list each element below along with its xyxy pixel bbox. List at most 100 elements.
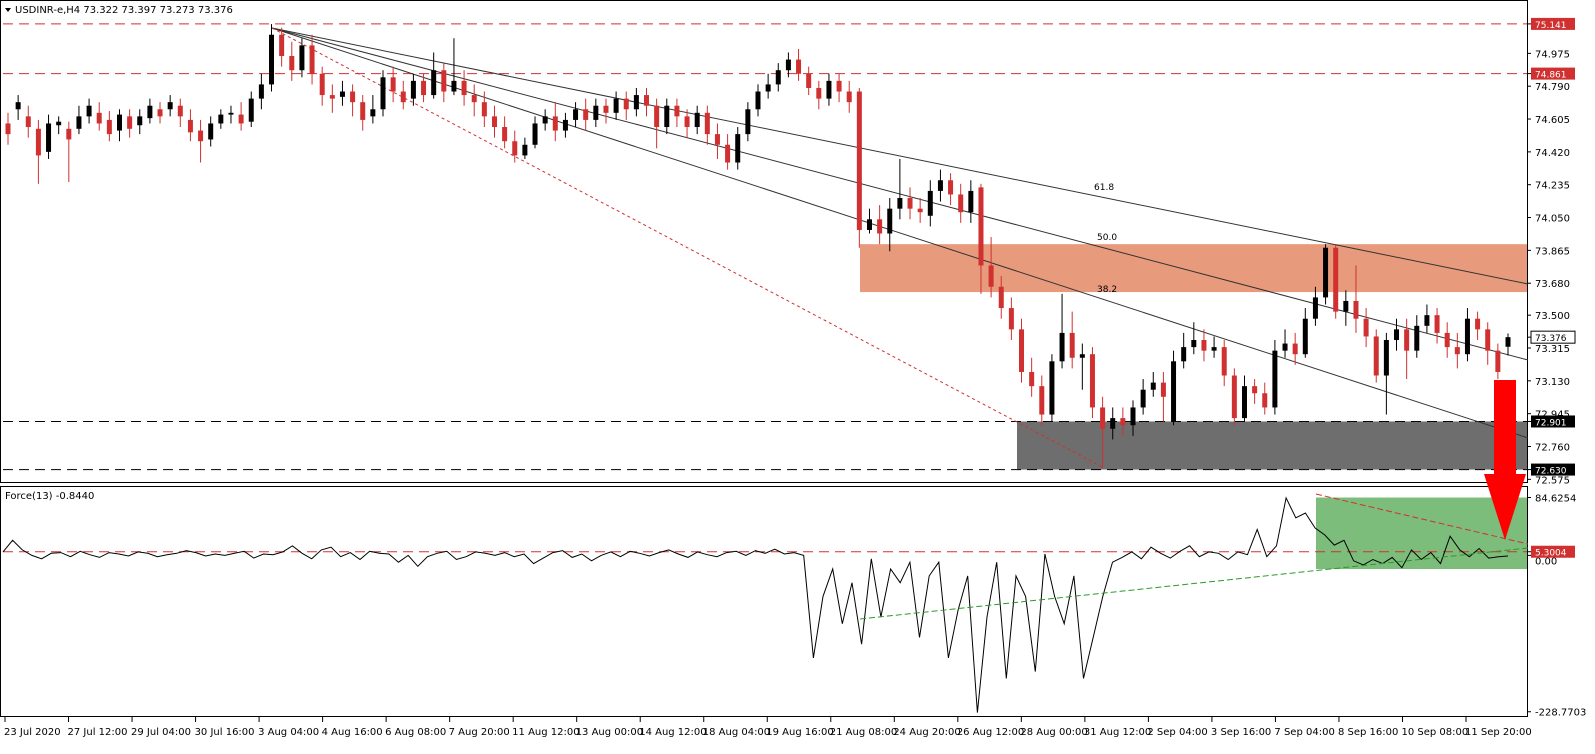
time-tick-label: 13 Aug 00:00: [576, 727, 643, 738]
candle: [1343, 290, 1349, 326]
horizontal-levels: [3, 23, 1527, 553]
candle: [56, 116, 62, 135]
candle: [664, 98, 670, 135]
time-tick-label: 7 Aug 20:00: [449, 727, 510, 738]
force-tick-label: -228.7703: [1535, 708, 1586, 719]
candle: [1008, 297, 1014, 341]
candle: [704, 105, 710, 145]
candle: [1039, 375, 1045, 426]
price-tag-label: 74.861: [1535, 71, 1567, 81]
price-tick-label: 74.790: [1535, 82, 1570, 93]
dropdown-icon[interactable]: [5, 8, 11, 12]
candle: [289, 41, 295, 81]
price-tag: [1531, 17, 1575, 30]
candle: [248, 91, 254, 128]
candle: [583, 98, 589, 131]
candle: [806, 66, 812, 96]
time-tick-label: 14 Aug 12:00: [639, 727, 706, 738]
price-tick-label: 73.680: [1535, 279, 1570, 290]
price-tag: [1531, 463, 1575, 476]
time-tick-label: 3 Aug 04:00: [258, 727, 319, 738]
candle: [937, 169, 943, 202]
fan-line-61-8: [271, 27, 1529, 285]
candle: [491, 105, 497, 138]
candle: [1262, 382, 1268, 415]
time-tick-label: 3 Sep 16:00: [1211, 727, 1271, 738]
candle: [897, 158, 903, 220]
candle: [502, 116, 508, 149]
time-tick-label: 29 Jul 04:00: [131, 727, 191, 738]
candle: [725, 134, 731, 170]
candle: [1150, 371, 1156, 397]
time-tick-label: 4 Aug 16:00: [322, 727, 383, 738]
time-tick-label: 26 Aug 12:00: [957, 727, 1024, 738]
candle: [714, 123, 720, 159]
current-price-tag: [1530, 330, 1576, 344]
candle: [1019, 318, 1025, 383]
candle: [1201, 329, 1207, 362]
candle: [157, 102, 163, 124]
candle: [269, 24, 275, 92]
candle: [461, 70, 467, 106]
candle: [1049, 354, 1055, 422]
candle: [998, 276, 1004, 319]
price-tick-label: 73.315: [1535, 344, 1570, 355]
time-tick-label: 18 Aug 04:00: [703, 727, 770, 738]
candle: [309, 34, 315, 85]
candle: [1464, 308, 1470, 362]
candle: [684, 109, 690, 138]
price-tick-label: 73.500: [1535, 311, 1570, 322]
candle: [279, 27, 285, 67]
candle: [1434, 308, 1440, 344]
candle: [1181, 332, 1187, 369]
candle: [674, 98, 680, 128]
candle: [1485, 322, 1491, 365]
candle: [431, 52, 437, 99]
candle: [1353, 265, 1359, 333]
candle: [826, 73, 832, 106]
indicator-header: Force(13) -0.8440: [5, 491, 94, 502]
candle: [1120, 407, 1126, 436]
time-tick-label: 23 Jul 2020: [4, 727, 61, 738]
candle: [86, 98, 92, 124]
candle: [593, 98, 599, 128]
candle: [35, 119, 41, 184]
candle: [441, 63, 447, 103]
time-tick-label: 11 Aug 12:00: [512, 727, 579, 738]
candle: [1454, 332, 1460, 369]
candle: [116, 109, 122, 142]
candle: [360, 95, 366, 131]
candle: [1373, 329, 1379, 383]
candle: [522, 137, 528, 159]
candle: [208, 116, 214, 147]
candle: [1495, 343, 1501, 380]
candle: [167, 95, 173, 117]
candle: [633, 87, 639, 117]
candle: [339, 80, 345, 106]
candle: [1333, 244, 1339, 319]
candle: [1171, 350, 1177, 426]
candle: [775, 63, 781, 92]
candle: [644, 87, 650, 117]
candle: [25, 105, 31, 138]
candle: [137, 109, 143, 135]
time-tick-label: 6 Aug 08:00: [385, 727, 446, 738]
time-tick-label: 19 Aug 16:00: [766, 727, 833, 738]
candle: [856, 87, 862, 248]
candle: [978, 183, 984, 294]
candle: [816, 80, 822, 110]
price-tick-label: 72.945: [1535, 410, 1570, 421]
candle: [127, 109, 133, 138]
candle: [988, 237, 994, 298]
candle: [258, 73, 264, 110]
time-tick-label: 10 Sep 08:00: [1401, 727, 1468, 738]
candle: [532, 116, 538, 149]
candle: [785, 52, 791, 78]
time-tick-label: 2 Sep 04:00: [1147, 727, 1207, 738]
candle: [198, 119, 204, 163]
candle: [218, 109, 224, 129]
candle: [1191, 322, 1197, 355]
candle: [1323, 244, 1329, 305]
price-tag-label: 72.630: [1535, 467, 1567, 477]
price-panel-frame: [0, 0, 1528, 483]
